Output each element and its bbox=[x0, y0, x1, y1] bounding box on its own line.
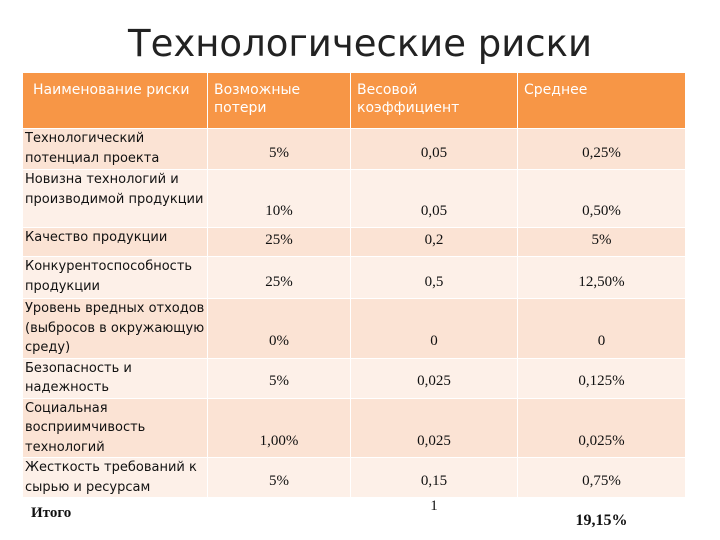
value-cell: 0,025 bbox=[350, 397, 518, 458]
total-weight: 1 bbox=[350, 497, 518, 531]
risk-name: Новизна технологий и производимой продук… bbox=[22, 169, 208, 228]
value-cell: 25% bbox=[207, 256, 351, 299]
value-cell: 0% bbox=[207, 298, 351, 359]
risk-name: Уровень вредных отходов (выбросов в окру… bbox=[22, 298, 208, 359]
value-cell: 5% bbox=[207, 128, 351, 170]
value-cell: 0,2 bbox=[350, 227, 518, 257]
table-row: Безопасность и надежность 5% 0,025 0,125% bbox=[22, 357, 686, 399]
header-row: Наименование риски Возможные потери Весо… bbox=[22, 72, 686, 129]
value-cell: 0,125% bbox=[517, 357, 686, 399]
value-cell: 0 bbox=[350, 298, 518, 359]
value-cell: 0,50% bbox=[517, 169, 686, 228]
header-cell: Среднее bbox=[517, 72, 686, 129]
value-cell: 0,025 bbox=[350, 357, 518, 399]
table-row: Социальная восприимчивость технологий 1,0… bbox=[22, 397, 686, 458]
risk-name: Социальная восприимчивость технологий bbox=[22, 397, 208, 458]
risk-table: Наименование риски Возможные потери Весо… bbox=[22, 72, 686, 531]
risk-name: Технологический потенциал проекта bbox=[22, 128, 208, 170]
value-cell: 25% bbox=[207, 227, 351, 257]
total-row: Итого 1 19,15% bbox=[22, 497, 686, 531]
value-cell: 12,50% bbox=[517, 256, 686, 299]
risk-name: Конкурентоспособность продукции bbox=[22, 256, 208, 299]
value-cell: 5% bbox=[207, 357, 351, 399]
value-cell: 0,025% bbox=[517, 397, 686, 458]
empty-cell bbox=[207, 497, 351, 531]
value-cell: 5% bbox=[517, 227, 686, 257]
value-cell: 10% bbox=[207, 169, 351, 228]
table-row: Технологический потенциал проекта 5% 0,05 0… bbox=[22, 128, 686, 170]
value-cell: 0,15 bbox=[350, 457, 518, 498]
table-body: Технологический потенциал проекта 5% 0,05 0… bbox=[22, 128, 686, 531]
table-row: Качество продукции 25% 0,2 5% bbox=[22, 227, 686, 257]
table-row: Жесткость требований к сырью и ресурсам 5… bbox=[22, 457, 686, 498]
total-average: 19,15% bbox=[517, 497, 686, 531]
table-row: Конкурентоспособность продукции 25% 0,5 12,… bbox=[22, 256, 686, 299]
slide-title: Технологические риски bbox=[127, 22, 593, 65]
risk-name: Качество продукции bbox=[22, 227, 208, 257]
value-cell: 0 bbox=[517, 298, 686, 359]
header-cell: Наименование риски bbox=[22, 72, 208, 129]
value-cell: 0,75% bbox=[517, 457, 686, 498]
table-row: Новизна технологий и производимой продук… bbox=[22, 169, 686, 228]
total-label: Итого bbox=[22, 497, 208, 531]
value-cell: 0,05 bbox=[350, 128, 518, 170]
header-cell: Возможные потери bbox=[207, 72, 351, 129]
header-cell: Весовой коэффициент bbox=[350, 72, 518, 129]
value-cell: 5% bbox=[207, 457, 351, 498]
value-cell: 0,5 bbox=[350, 256, 518, 299]
value-cell: 1,00% bbox=[207, 397, 351, 458]
risk-name: Безопасность и надежность bbox=[22, 357, 208, 399]
risk-name: Жесткость требований к сырью и ресурсам bbox=[22, 457, 208, 498]
value-cell: 0,25% bbox=[517, 128, 686, 170]
value-cell: 0,05 bbox=[350, 169, 518, 228]
table-row: Уровень вредных отходов (выбросов в окру… bbox=[22, 298, 686, 359]
